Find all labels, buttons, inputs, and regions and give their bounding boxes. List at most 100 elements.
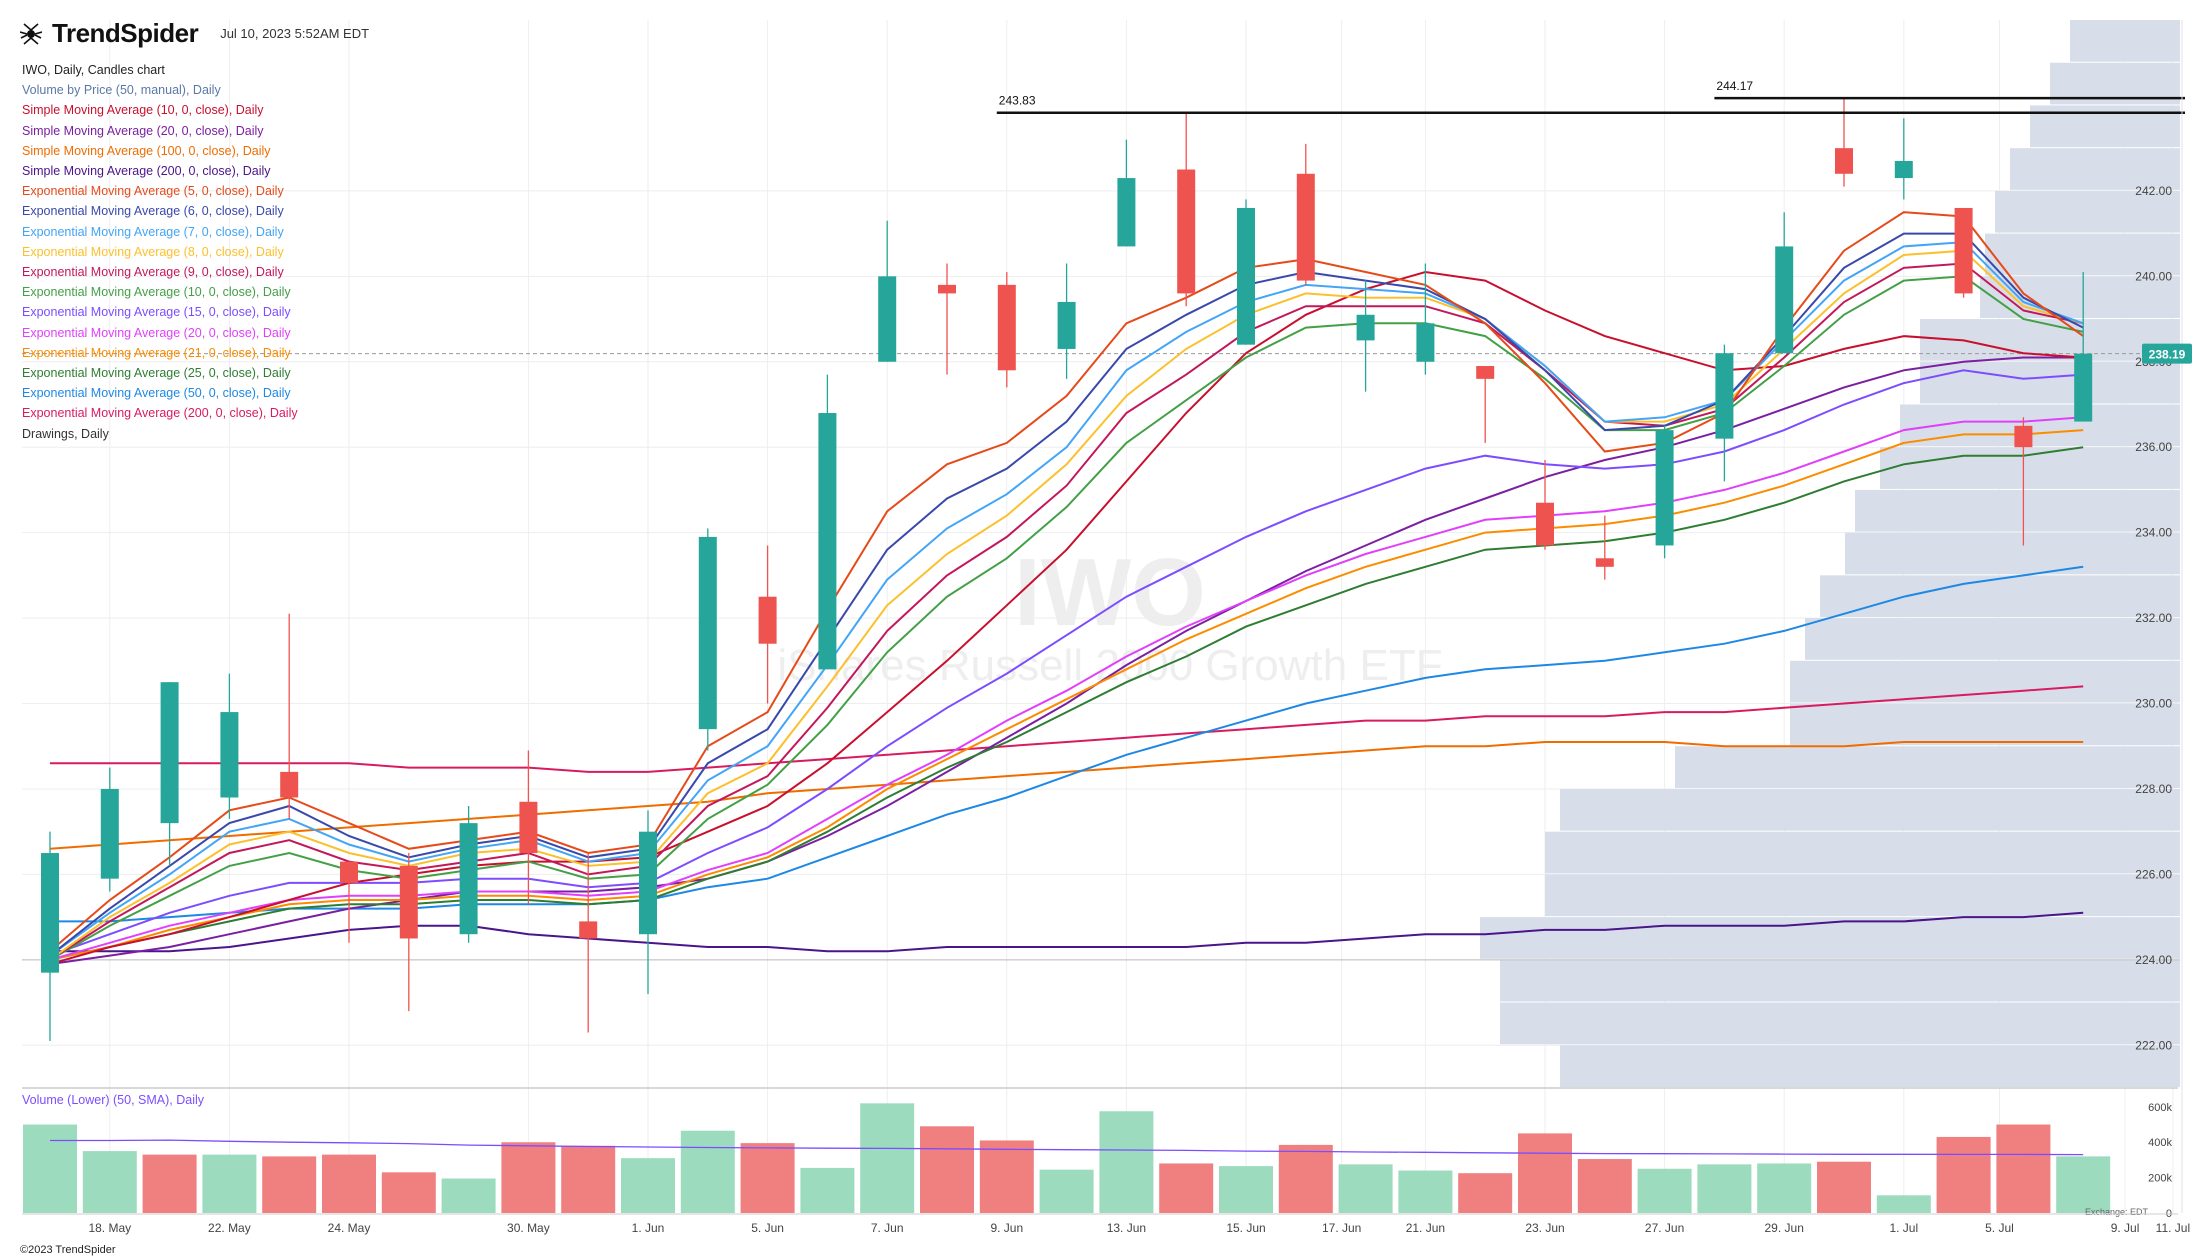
ma-line (49, 429, 2084, 961)
candle-body (340, 861, 358, 883)
indicator-legend: IWO, Daily, Candles chart Volume by Pric… (22, 60, 298, 444)
volume-bar (561, 1145, 616, 1213)
volume-bar (680, 1130, 735, 1213)
volume-bar (441, 1178, 496, 1213)
legend-item[interactable]: Exponential Moving Average (15, 0, close… (22, 305, 291, 320)
y-tick-label: 242.00 (2135, 184, 2172, 198)
x-tick-label: 21. Jun (1406, 1221, 1445, 1235)
volume-sma-line (50, 1139, 2084, 1156)
volume-by-price-bar (1985, 233, 2180, 276)
volume-by-price-bar (1900, 404, 2180, 447)
y-tick-label: 222.00 (2135, 1038, 2172, 1052)
x-tick-label: 17. Jun (1322, 1221, 1361, 1235)
y-tick-label: 230.00 (2135, 697, 2172, 711)
volume-by-price-bar (1675, 746, 2180, 788)
candle-body (1954, 207, 1973, 294)
volume-by-price-bar (1995, 190, 2180, 233)
volume-by-price-bar (1560, 788, 2180, 831)
legend-item[interactable]: Exponential Moving Average (50, 0, close… (22, 386, 291, 401)
header: TrendSpider Jul 10, 2023 5:52AM EDT (20, 18, 369, 49)
legend-item[interactable]: Exponential Moving Average (20, 0, close… (22, 325, 291, 340)
y-tick-label: 234.00 (2135, 526, 2172, 540)
legend-item[interactable]: Exponential Moving Average (9, 0, close)… (22, 265, 284, 280)
legend-item[interactable]: Volume by Price (50, manual), Daily (22, 83, 221, 98)
candle-body (878, 276, 897, 362)
x-tick-label: 5. Jul (1985, 1221, 2014, 1235)
legend-item[interactable]: Simple Moving Average (200, 0, close), D… (22, 164, 271, 179)
x-tick-label: 1. Jul (1889, 1221, 1918, 1235)
volume-by-price-bar (1500, 1002, 2180, 1045)
candle-body (1177, 169, 1196, 294)
volume-bar (381, 1172, 436, 1213)
legend-item[interactable]: Exponential Moving Average (6, 0, close)… (22, 204, 284, 219)
volume-tick-label: 600k (2148, 1102, 2172, 1114)
volume-bar (501, 1142, 556, 1213)
volume-bar (262, 1156, 317, 1213)
volume-by-price-bar (1500, 959, 2180, 1002)
legend-item[interactable]: Exponential Moving Average (21, 0, close… (22, 345, 291, 360)
volume-bar (1817, 1161, 1871, 1213)
ma-line (49, 211, 2084, 953)
candle-body (1775, 246, 1794, 354)
candle-body (1655, 430, 1674, 546)
x-tick-label: 9. Jun (990, 1221, 1023, 1235)
x-tick-label: 7. Jun (871, 1221, 904, 1235)
legend-item[interactable]: Exponential Moving Average (200, 0, clos… (22, 406, 298, 421)
x-tick-label: 5. Jun (751, 1221, 784, 1235)
volume-by-price-bar (1545, 831, 2180, 874)
legend-item[interactable]: Simple Moving Average (10, 0, close), Da… (22, 103, 264, 118)
candle-body (1835, 148, 1853, 174)
candle-body (1356, 314, 1375, 341)
x-tick-label: 30. May (507, 1221, 550, 1235)
volume-by-price-bar (1920, 361, 2180, 404)
exchange-label: Exchange: EDT (2085, 1207, 2149, 1217)
volume-tick-label: 400k (2148, 1137, 2172, 1149)
volume-by-price-bar (2070, 20, 2180, 62)
volume-label: Volume (Lower) (50, SMA), Daily (22, 1093, 205, 1107)
ma-line (50, 685, 2084, 773)
ma-line (49, 416, 2084, 961)
volume-bar (1577, 1159, 1632, 1213)
x-tick-label: 23. Jun (1525, 1221, 1564, 1235)
ma-line (49, 275, 2084, 961)
volume-bar (979, 1140, 1034, 1213)
volume-bar (1159, 1163, 1214, 1213)
legend-item[interactable]: Exponential Moving Average (7, 0, close)… (22, 224, 284, 239)
ma-line (49, 262, 2084, 961)
volume-by-price-bar (1560, 1045, 2180, 1087)
watermark-symbol: IWO (1014, 539, 1206, 646)
volume-bar (202, 1154, 257, 1213)
volume-bar (82, 1151, 137, 1213)
candle-body (160, 682, 179, 824)
candle-body (1715, 353, 1734, 439)
ma-line (49, 369, 2084, 957)
candle-body (698, 536, 717, 730)
ma-line (50, 565, 2084, 923)
x-tick-label: 13. Jun (1107, 1221, 1146, 1235)
ma-line (49, 741, 2084, 850)
volume-bar (1876, 1195, 1931, 1213)
legend-item[interactable]: Exponential Moving Average (5, 0, close)… (22, 184, 284, 199)
legend-item[interactable]: Exponential Moving Average (10, 0, close… (22, 285, 291, 300)
candle-body (818, 413, 837, 670)
legend-item[interactable]: Simple Moving Average (100, 0, close), D… (22, 143, 271, 158)
x-tick-label: 1. Jun (632, 1221, 665, 1235)
candle-body (519, 801, 538, 854)
volume-bar (1996, 1124, 2051, 1213)
x-tick-label: 9. Jul (2111, 1221, 2140, 1235)
legend-item[interactable]: Drawings, Daily (22, 426, 109, 441)
candle-body (1894, 160, 1913, 179)
volume-bar (1219, 1166, 1273, 1213)
volume-by-price-bar (1845, 532, 2180, 575)
drawing-label: 243.83 (999, 94, 1036, 108)
legend-item[interactable]: Exponential Moving Average (25, 0, close… (22, 366, 291, 381)
volume-by-price-bar (1855, 489, 2180, 532)
candle-body (938, 284, 956, 294)
y-tick-label: 224.00 (2135, 953, 2172, 967)
legend-item[interactable]: Exponential Moving Average (8, 0, close)… (22, 244, 284, 259)
volume-bar (1458, 1173, 1513, 1213)
legend-item[interactable]: Simple Moving Average (20, 0, close), Da… (22, 123, 264, 138)
candle-body (1595, 558, 1614, 567)
ma-line (49, 232, 2084, 957)
